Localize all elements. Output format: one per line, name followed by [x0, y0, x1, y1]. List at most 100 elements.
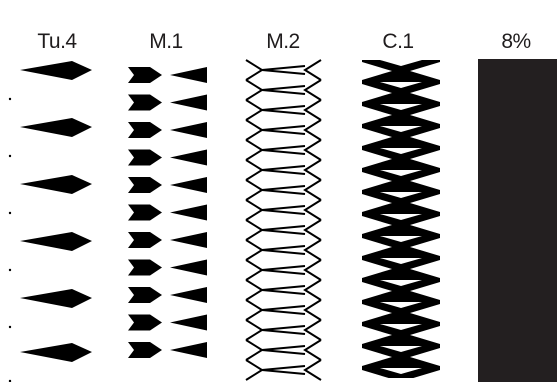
- teardrop-arrow: [20, 343, 92, 362]
- zigzag-link: [261, 89, 306, 95]
- dot-mark: [8, 379, 12, 382]
- chevron-left: [245, 59, 264, 81]
- zigzag-link: [261, 149, 306, 155]
- swatch-tu4: [8, 61, 92, 382]
- chevron-left: [245, 299, 264, 321]
- column-label-m2: M.2: [266, 30, 300, 53]
- cutout-right: [410, 128, 440, 146]
- dot-mark: [8, 154, 12, 158]
- teardrop-arrow: [20, 118, 92, 137]
- chevron-right: [303, 199, 322, 221]
- cutout-left: [362, 84, 392, 102]
- cutout-right: [410, 62, 440, 80]
- zigzag-link: [261, 245, 306, 251]
- zigzag-link: [261, 125, 306, 131]
- chevron-right: [303, 59, 322, 81]
- cutout-right: [410, 326, 440, 344]
- chevron-left: [245, 239, 264, 261]
- cutout-left: [362, 348, 392, 366]
- arrow-head: [128, 94, 162, 111]
- cutout-right: [410, 172, 440, 190]
- zigzag-link: [261, 129, 306, 135]
- cutout-center: [380, 82, 422, 88]
- arrow-head: [128, 67, 162, 83]
- chevron-left: [245, 259, 264, 281]
- zigzag-link: [261, 165, 306, 171]
- chevron-right: [303, 359, 322, 381]
- zigzag-link: [261, 345, 306, 351]
- arrow-tail: [170, 342, 207, 358]
- zigzag-link: [261, 269, 306, 275]
- cutout-left: [362, 370, 392, 382]
- cutout-right: [410, 260, 440, 278]
- cutout-center: [380, 126, 422, 132]
- arrow-head: [128, 314, 162, 331]
- cutout-center: [380, 236, 422, 242]
- cutout-center: [380, 104, 422, 110]
- zigzag-link: [261, 145, 306, 151]
- teardrop-arrow: [20, 175, 92, 194]
- cutout-left: [362, 238, 392, 256]
- chevron-left: [245, 199, 264, 221]
- cutout-left: [362, 62, 392, 80]
- chevron-left: [245, 119, 264, 141]
- cutout-right: [410, 282, 440, 300]
- arrow-tail: [170, 204, 207, 221]
- cutout-center: [380, 346, 422, 352]
- cutout-right: [410, 84, 440, 102]
- chevron-left: [245, 359, 264, 381]
- column-label-m1: M.1: [149, 30, 183, 53]
- cutout-left: [362, 128, 392, 146]
- cutout-left: [362, 304, 392, 322]
- arrow-head: [128, 232, 162, 248]
- dot-mark: [8, 211, 12, 215]
- chevron-right: [303, 79, 322, 101]
- chevron-right: [303, 139, 322, 161]
- cutout-center: [380, 214, 422, 220]
- zigzag-link: [261, 329, 306, 335]
- zigzag-link: [261, 85, 306, 91]
- zigzag-link: [261, 305, 306, 311]
- arrow-tail: [170, 149, 207, 166]
- cutout-right: [410, 370, 440, 382]
- zigzag-link: [261, 205, 306, 211]
- arrow-tail: [170, 232, 207, 248]
- zigzag-link: [261, 189, 306, 195]
- zigzag-link: [261, 169, 306, 175]
- chevron-left: [245, 279, 264, 301]
- chevron-right: [303, 259, 322, 281]
- chevron-left: [245, 179, 264, 201]
- arrow-head: [128, 287, 162, 303]
- arrow-tail: [170, 314, 207, 331]
- column-label-c1: C.1: [382, 30, 414, 53]
- arrow-tail: [170, 94, 207, 111]
- arrow-tail: [170, 122, 207, 138]
- cutout-right: [410, 194, 440, 212]
- cutout-center: [380, 192, 422, 198]
- teardrop-arrow: [20, 61, 92, 80]
- chevron-left: [245, 79, 264, 101]
- zigzag-link: [261, 185, 306, 191]
- zigzag-link: [261, 69, 306, 75]
- teardrop-arrow: [20, 289, 92, 308]
- chevron-right: [303, 339, 322, 361]
- chevron-left: [245, 139, 264, 161]
- cutout-right: [410, 238, 440, 256]
- arrow-head: [128, 149, 162, 166]
- teardrop-arrow: [20, 232, 92, 251]
- dot-mark: [8, 97, 12, 101]
- swatch-8pct-fill: [478, 59, 557, 382]
- arrow-head: [128, 342, 162, 358]
- zigzag-link: [261, 289, 306, 295]
- arrow-tail: [170, 287, 207, 303]
- cutout-center: [380, 302, 422, 308]
- chevron-right: [303, 299, 322, 321]
- cutout-right: [410, 216, 440, 234]
- cutout-left: [362, 194, 392, 212]
- arrow-head: [128, 204, 162, 221]
- chevron-right: [303, 279, 322, 301]
- cutout-left: [362, 326, 392, 344]
- cutout-right: [410, 304, 440, 322]
